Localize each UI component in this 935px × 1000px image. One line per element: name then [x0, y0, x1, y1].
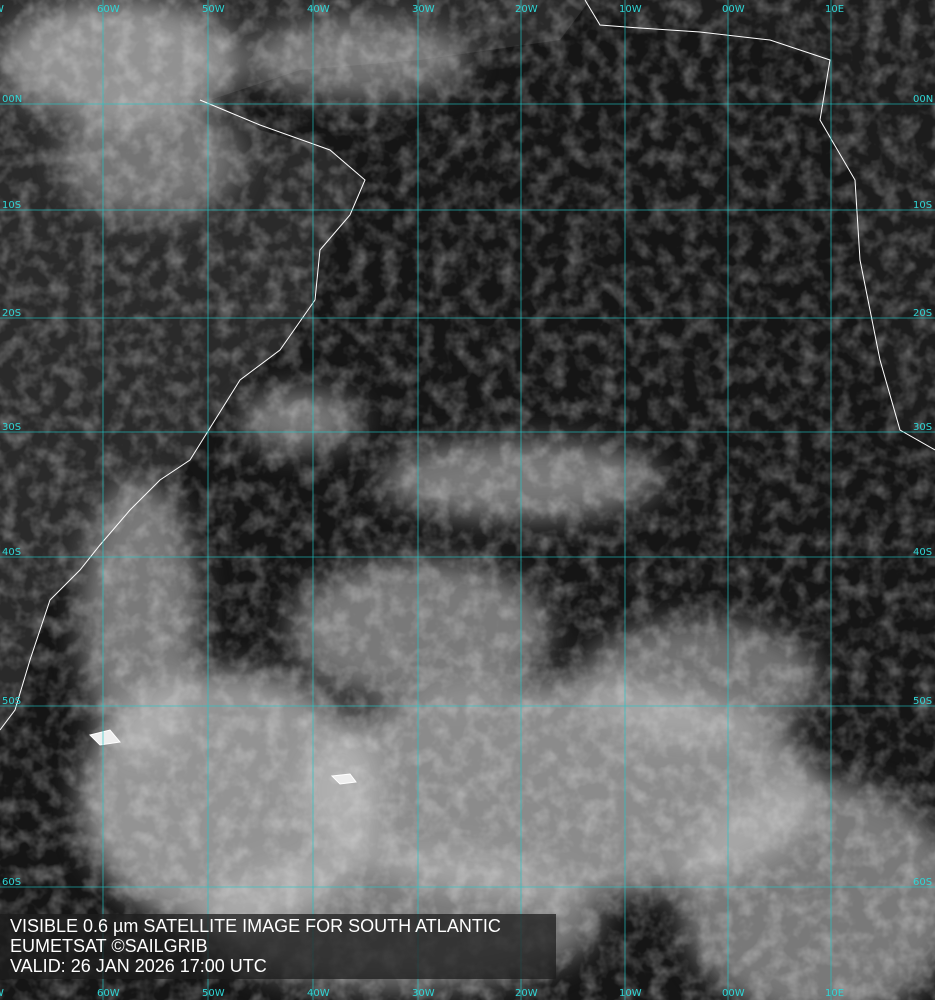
- caption-valid-time: VALID: 26 JAN 2026 17:00 UTC: [10, 956, 267, 976]
- latitude-label: 40S: [2, 547, 21, 558]
- longitude-label: 00W: [722, 4, 745, 15]
- longitude-label: 30W: [412, 4, 435, 15]
- latitude-label: 20S: [913, 308, 932, 319]
- longitude-label: 50W: [202, 988, 225, 999]
- latitude-label: 60S: [913, 877, 932, 888]
- longitude-label: 50W: [202, 4, 225, 15]
- latitude-label: 60S: [2, 877, 21, 888]
- caption-credit: EUMETSAT ©SAILGRIB: [10, 936, 208, 956]
- longitude-label: 40W: [307, 4, 330, 15]
- latitude-label: 00N: [913, 94, 933, 105]
- longitude-label: 60W: [97, 4, 120, 15]
- longitude-label: 40W: [307, 988, 330, 999]
- longitude-label: 60W: [97, 988, 120, 999]
- latitude-label: 30S: [913, 422, 932, 433]
- latitude-label: 50S: [913, 696, 932, 707]
- caption-title: VISIBLE 0.6 µm SATELLITE IMAGE FOR SOUTH…: [10, 916, 501, 936]
- longitude-label: 20W: [515, 4, 538, 15]
- longitude-label: 10E: [825, 988, 844, 999]
- latitude-label: 30S: [2, 422, 21, 433]
- latitude-label: 00N: [2, 94, 22, 105]
- longitude-label: 10W: [619, 988, 642, 999]
- longitude-label: 20W: [515, 988, 538, 999]
- latitude-label: 40S: [913, 547, 932, 558]
- longitude-label: 10E: [825, 4, 844, 15]
- caption-box: VISIBLE 0.6 µm SATELLITE IMAGE FOR SOUTH…: [0, 914, 556, 979]
- latitude-label: 20S: [2, 308, 21, 319]
- longitude-label: 00W: [722, 988, 745, 999]
- longitude-label: W: [0, 4, 4, 15]
- longitude-label: 30W: [412, 988, 435, 999]
- longitude-label: W: [0, 988, 4, 999]
- latitude-label: 10S: [913, 200, 932, 211]
- longitude-label: 10W: [619, 4, 642, 15]
- latitude-label: 50S: [2, 696, 21, 707]
- latitude-label: 10S: [2, 200, 21, 211]
